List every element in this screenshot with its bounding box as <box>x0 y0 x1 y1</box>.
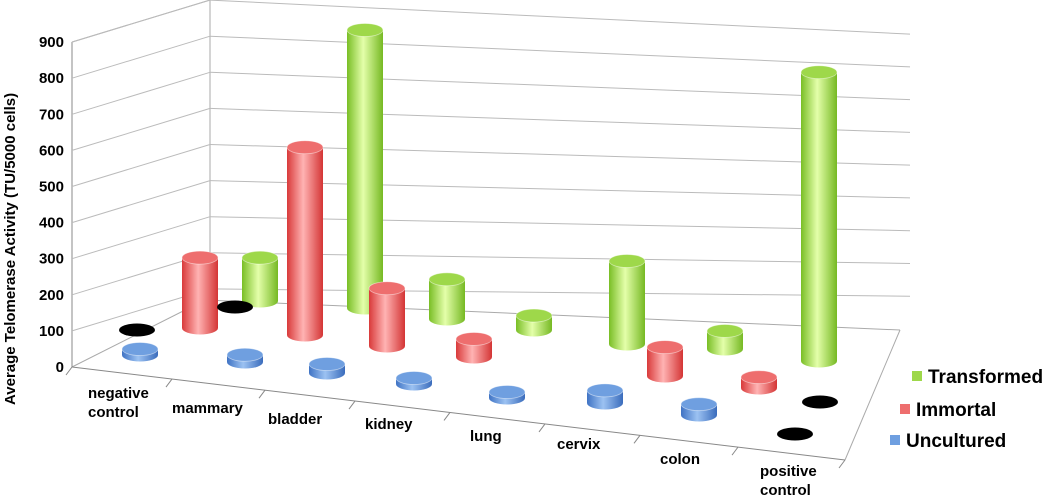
control-marker <box>777 427 813 441</box>
x-tick-label: colon <box>660 451 700 468</box>
x-tick <box>165 378 173 388</box>
y-tick-label: 300 <box>39 251 64 268</box>
legend-item-transformed: Transformed <box>912 367 1043 388</box>
y-tick-label: 200 <box>39 287 64 304</box>
bar-transformed-mammary <box>346 23 384 315</box>
bar-uncultured-lung <box>488 385 526 405</box>
x-tick-label: cervix <box>557 436 601 453</box>
bar-transformed-kidney <box>515 308 553 337</box>
y-tick-label: 500 <box>39 179 64 196</box>
y-tick-label: 900 <box>39 34 64 51</box>
bar-uncultured-bladder <box>308 357 346 380</box>
x-tick-label: negative control <box>88 385 149 421</box>
bar-immortal-cervix <box>646 340 684 383</box>
bar-uncultured-negative-control <box>121 342 159 362</box>
bar-uncultured-cervix <box>586 383 624 410</box>
x-tick-label: mammary <box>172 400 244 417</box>
y-tick-label: 100 <box>39 323 64 340</box>
bar-transformed-lung <box>608 254 646 351</box>
plot-frame <box>71 0 901 461</box>
y-axis-label: Average Telomerase Activity (TU/5000 cel… <box>2 93 19 405</box>
control-marker <box>119 323 155 337</box>
legend-label: Transformed <box>928 367 1043 388</box>
bar-immortal-negative-control <box>181 250 219 335</box>
x-tick <box>538 423 546 433</box>
x-tick <box>65 366 73 376</box>
bar-transformed-negative-control <box>241 250 279 308</box>
x-tick <box>838 459 846 469</box>
gridlines <box>71 0 911 332</box>
y-tick-label: 600 <box>39 142 64 159</box>
bar-immortal-mammary <box>286 140 324 342</box>
y-axis-ticks: 0 100 200 300 400 500 600 700 800 900 <box>39 34 64 376</box>
bar-transformed-cervix <box>706 324 744 356</box>
legend-item-immortal: Immortal <box>900 400 996 421</box>
legend-swatch <box>912 371 922 381</box>
legend-item-uncultured: Uncultured <box>890 431 1006 452</box>
x-tick <box>633 435 641 444</box>
x-tick <box>348 400 356 410</box>
x-tick-label: kidney <box>365 416 413 433</box>
x-axis-ticks <box>65 366 846 469</box>
x-tick-label: positive control <box>760 463 817 499</box>
y-tick-label: 800 <box>39 70 64 87</box>
legend-swatch <box>900 404 910 414</box>
control-marker <box>217 300 253 314</box>
x-tick-label: lung <box>470 428 502 445</box>
bar-uncultured-colon <box>680 397 718 422</box>
bar-uncultured-kidney <box>395 371 433 391</box>
y-tick-label: 400 <box>39 215 64 232</box>
bar-immortal-kidney <box>455 332 493 364</box>
x-tick-label: bladder <box>268 411 322 428</box>
x-tick <box>258 389 266 399</box>
control-marker <box>802 395 838 409</box>
bar-transformed-colon <box>800 65 838 368</box>
legend-label: Uncultured <box>906 431 1006 452</box>
y-tick-label: 700 <box>39 106 64 123</box>
bar-transformed-bladder <box>428 272 466 326</box>
bar-immortal-bladder <box>368 281 406 353</box>
x-tick <box>443 412 451 421</box>
legend: Transformed Immortal Uncultured <box>890 367 1043 452</box>
bar-immortal-colon <box>740 370 778 395</box>
x-axis-labels: negative control mammary bladder kidney lung c… <box>88 385 817 499</box>
bars <box>119 23 838 441</box>
y-tick-label: 0 <box>56 359 64 376</box>
bar-uncultured-mammary <box>226 347 264 369</box>
legend-swatch <box>890 435 900 445</box>
legend-label: Immortal <box>916 400 996 421</box>
x-tick <box>731 446 739 456</box>
